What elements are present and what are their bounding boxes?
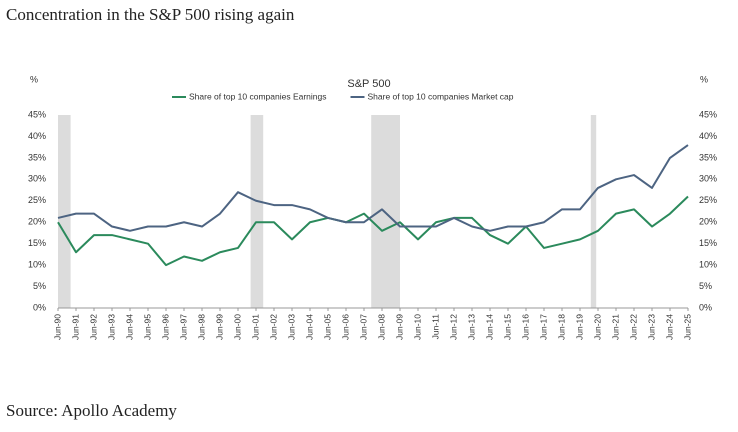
shaded-period bbox=[58, 115, 71, 308]
chart-title: S&P 500 bbox=[347, 78, 390, 90]
series-line bbox=[57, 144, 689, 232]
source: Source: Apollo Academy bbox=[6, 401, 177, 420]
x-tick-label: Jun-00 bbox=[232, 314, 242, 340]
y2-tick-label: 25% bbox=[699, 195, 717, 205]
x-tick-label: Jun-22 bbox=[628, 314, 638, 340]
y-tick-label: 5% bbox=[33, 281, 46, 291]
x-tick-label: Jun-12 bbox=[448, 314, 458, 340]
x-tick-label: Jun-18 bbox=[556, 314, 566, 340]
x-tick-label: Jun-25 bbox=[682, 314, 692, 340]
page-title: Concentration in the S&P 500 rising agai… bbox=[6, 5, 295, 24]
x-tick-label: Jun-92 bbox=[88, 314, 98, 340]
y2-tick-label: 5% bbox=[699, 281, 712, 291]
x-tick-label: Jun-99 bbox=[214, 314, 224, 340]
x-tick-label: Jun-95 bbox=[142, 314, 152, 340]
shaded-period bbox=[250, 115, 264, 308]
y-tick-label: 15% bbox=[28, 238, 46, 248]
x-tick-label: Jun-23 bbox=[646, 314, 656, 340]
x-tick-label: Jun-16 bbox=[520, 314, 530, 340]
x-tick-label: Jun-98 bbox=[196, 314, 206, 340]
x-tick-label: Jun-07 bbox=[358, 314, 368, 340]
x-tick-label: Jun-10 bbox=[412, 314, 422, 340]
y2-tick-label: 15% bbox=[699, 238, 717, 248]
y2-axis-label: % bbox=[700, 74, 708, 84]
x-tick-label: Jun-93 bbox=[106, 314, 116, 340]
y2-tick-label: 10% bbox=[699, 259, 717, 269]
y2-tick-label: 35% bbox=[699, 152, 717, 162]
x-tick-label: Jun-13 bbox=[466, 314, 476, 340]
x-tick-label: Jun-91 bbox=[70, 314, 80, 340]
x-tick-label: Jun-14 bbox=[484, 314, 494, 340]
y-tick-label: 0% bbox=[33, 302, 46, 312]
x-tick-label: Jun-03 bbox=[286, 314, 296, 340]
x-tick-label: Jun-11 bbox=[430, 314, 440, 340]
series-line bbox=[57, 195, 689, 267]
x-tick-label: Jun-15 bbox=[502, 314, 512, 340]
x-tick-label: Jun-08 bbox=[376, 314, 386, 340]
x-tick-label: Jun-90 bbox=[52, 314, 62, 340]
y2-tick-label: 0% bbox=[699, 302, 712, 312]
legend-label: Share of top 10 companies Earnings bbox=[189, 91, 327, 101]
x-tick-label: Jun-02 bbox=[268, 314, 278, 340]
x-tick-label: Jun-24 bbox=[664, 314, 674, 340]
y2-tick-label: 30% bbox=[699, 174, 717, 184]
x-tick-label: Jun-96 bbox=[160, 314, 170, 340]
x-tick-label: Jun-94 bbox=[124, 314, 134, 340]
x-tick-label: Jun-19 bbox=[574, 314, 584, 340]
y-tick-label: 40% bbox=[28, 131, 46, 141]
y2-tick-label: 20% bbox=[699, 217, 717, 227]
x-tick-label: Jun-97 bbox=[178, 314, 188, 340]
x-tick-label: Jun-09 bbox=[394, 314, 404, 340]
x-tick-label: Jun-20 bbox=[592, 314, 602, 340]
y-tick-label: 20% bbox=[28, 217, 46, 227]
y-tick-label: 45% bbox=[28, 109, 46, 119]
y-tick-label: 35% bbox=[28, 152, 46, 162]
y-tick-label: 30% bbox=[28, 174, 46, 184]
x-tick-label: Jun-17 bbox=[538, 314, 548, 340]
y2-tick-label: 45% bbox=[699, 109, 717, 119]
shaded-period bbox=[590, 115, 597, 308]
x-tick-label: Jun-06 bbox=[340, 314, 350, 340]
y-tick-label: 10% bbox=[28, 259, 46, 269]
x-tick-label: Jun-05 bbox=[322, 314, 332, 340]
y-axis-label: % bbox=[30, 74, 38, 84]
x-tick-label: Jun-04 bbox=[304, 314, 314, 340]
x-tick-label: Jun-21 bbox=[610, 314, 620, 340]
y2-tick-label: 40% bbox=[699, 131, 717, 141]
legend-label: Share of top 10 companies Market cap bbox=[368, 91, 514, 101]
x-tick-label: Jun-01 bbox=[250, 314, 260, 340]
y-tick-label: 25% bbox=[28, 195, 46, 205]
